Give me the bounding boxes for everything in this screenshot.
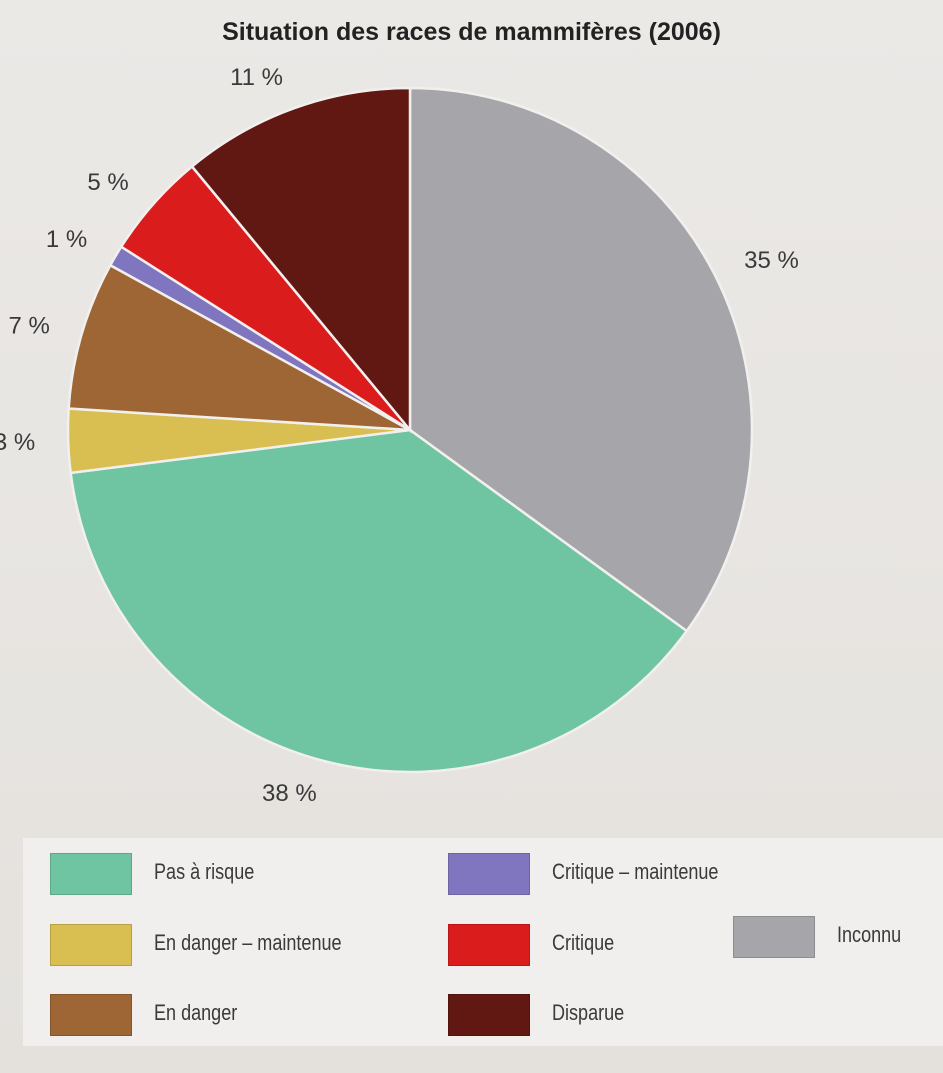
legend-swatch (448, 994, 530, 1036)
slice-label: 11 % (230, 64, 283, 91)
pie-chart: 35 % 38 % 3 % 7 % 1 % 5 % 11 % (0, 64, 799, 807)
legend-swatch (448, 924, 530, 966)
legend-swatch (50, 994, 132, 1036)
slice-label: 3 % (0, 429, 35, 456)
legend-swatch (448, 853, 530, 895)
pie-slice-pas-risque (69, 428, 689, 774)
legend-swatch (50, 924, 132, 966)
pie-slice-en-danger (67, 263, 411, 432)
legend-label: Inconnu (837, 922, 902, 947)
slice-label: 38 % (262, 780, 317, 807)
slice-label: 5 % (87, 169, 128, 196)
pie-slice-inconnu (408, 86, 754, 633)
legend-label: En danger – maintenue (154, 930, 342, 955)
legend-swatch (733, 916, 815, 958)
slice-label: 35 % (744, 247, 799, 274)
legend-swatch (50, 853, 132, 895)
legend: Pas à risque En danger – maintenue En da… (23, 838, 943, 1046)
legend-label: Critique (552, 930, 615, 955)
legend-label: Pas à risque (154, 859, 255, 884)
slice-label: 1 % (46, 226, 87, 253)
slice-label: 7 % (9, 312, 50, 339)
legend-label: Critique – maintenue (552, 859, 719, 884)
legend-label: Disparue (552, 1000, 625, 1025)
legend-label: En danger (154, 1000, 238, 1025)
pie-slice-disparue (190, 86, 412, 434)
chart-title: Situation des races de mammifères (2006) (222, 18, 721, 46)
